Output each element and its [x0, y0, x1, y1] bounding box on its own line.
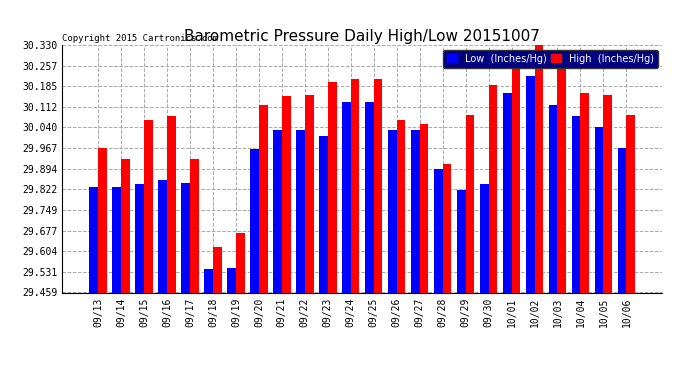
Bar: [328, 82, 337, 375]
Bar: [236, 232, 245, 375]
Bar: [158, 180, 167, 375]
Bar: [213, 247, 221, 375]
Bar: [457, 190, 466, 375]
Bar: [397, 120, 406, 375]
Bar: [90, 187, 98, 375]
Bar: [511, 51, 520, 375]
Bar: [273, 130, 282, 375]
Bar: [135, 184, 144, 375]
Title: Barometric Pressure Daily High/Low 20151007: Barometric Pressure Daily High/Low 20151…: [184, 29, 540, 44]
Bar: [190, 159, 199, 375]
Bar: [580, 93, 589, 375]
Bar: [503, 93, 511, 375]
Bar: [466, 115, 474, 375]
Bar: [549, 105, 558, 375]
Bar: [558, 66, 566, 375]
Bar: [595, 128, 604, 375]
Bar: [144, 120, 152, 375]
Legend: Low  (Inches/Hg), High  (Inches/Hg): Low (Inches/Hg), High (Inches/Hg): [443, 50, 658, 68]
Bar: [296, 130, 305, 375]
Bar: [420, 124, 428, 375]
Bar: [411, 130, 420, 375]
Bar: [167, 116, 176, 375]
Bar: [204, 270, 213, 375]
Bar: [250, 149, 259, 375]
Bar: [282, 96, 290, 375]
Bar: [374, 79, 382, 375]
Bar: [319, 136, 328, 375]
Bar: [434, 169, 443, 375]
Bar: [535, 45, 543, 375]
Bar: [627, 116, 635, 375]
Bar: [342, 102, 351, 375]
Bar: [259, 105, 268, 375]
Bar: [604, 95, 612, 375]
Bar: [227, 268, 236, 375]
Bar: [443, 164, 451, 375]
Bar: [121, 159, 130, 375]
Bar: [305, 95, 313, 375]
Bar: [181, 183, 190, 375]
Text: Copyright 2015 Cartronics.com: Copyright 2015 Cartronics.com: [62, 33, 218, 42]
Bar: [365, 102, 374, 375]
Bar: [480, 184, 489, 375]
Bar: [618, 148, 627, 375]
Bar: [112, 187, 121, 375]
Bar: [98, 148, 107, 375]
Bar: [388, 130, 397, 375]
Bar: [572, 116, 580, 375]
Bar: [351, 79, 359, 375]
Bar: [489, 85, 497, 375]
Bar: [526, 76, 535, 375]
